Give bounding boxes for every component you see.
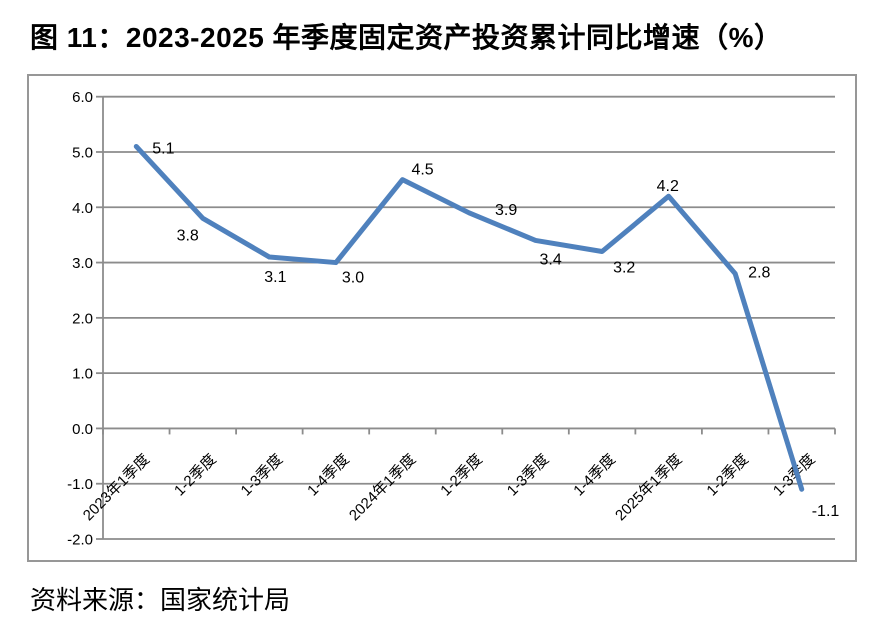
data-label: 4.5 — [411, 162, 433, 179]
data-label: 3.0 — [342, 270, 364, 287]
x-category-label: 1-3季度 — [504, 451, 553, 500]
y-tick-label: 6.0 — [72, 89, 93, 106]
data-label: 2.8 — [748, 265, 770, 282]
x-category-label: 1-2季度 — [703, 451, 752, 500]
y-tick-label: 1.0 — [72, 366, 93, 383]
data-label: 3.4 — [540, 251, 562, 268]
data-labels: 5.1 3.8 3.1 3.0 4.5 3.9 3.4 3.2 4.2 2.8 -1.1 — [152, 140, 839, 520]
y-tick-label: 5.0 — [72, 144, 93, 161]
y-tick-label: 4.0 — [72, 200, 93, 217]
x-category-label: 1-4季度 — [304, 451, 353, 500]
data-label: 3.9 — [495, 202, 517, 219]
y-tick-label: 2.0 — [72, 310, 93, 327]
x-category-label: 1-4季度 — [570, 451, 619, 500]
x-category-label: 1-2季度 — [171, 451, 220, 500]
chart-area: 6.0 5.0 4.0 3.0 2.0 1.0 0.0 -1.0 -2.0 2023年1季度 1-2… — [27, 74, 857, 562]
series-line — [133, 143, 805, 492]
y-tick-label: 3.0 — [72, 255, 93, 272]
y-tick-label: -1.0 — [67, 476, 93, 493]
x-category-label: 1-3季度 — [238, 451, 287, 500]
data-label: 3.8 — [177, 227, 199, 244]
data-label: -1.1 — [812, 503, 840, 520]
y-tick-label: -2.0 — [67, 532, 93, 549]
data-label: 5.1 — [152, 140, 174, 157]
data-label: 4.2 — [657, 178, 679, 195]
y-tick-label: 0.0 — [72, 421, 93, 438]
x-category-label: 2025年1季度 — [612, 451, 685, 524]
data-label: 3.1 — [264, 269, 286, 286]
gridlines — [96, 95, 836, 540]
figure-title: 图 11：2023-2025 年季度固定资产投资累计同比增速（%） — [30, 22, 783, 53]
x-category-label: 2024年1季度 — [346, 451, 419, 524]
y-axis-labels: 6.0 5.0 4.0 3.0 2.0 1.0 0.0 -1.0 -2.0 — [67, 89, 93, 548]
data-label: 3.2 — [613, 260, 635, 277]
x-category-label: 1-2季度 — [437, 451, 486, 500]
source-note: 资料来源：国家统计局 — [30, 585, 291, 615]
